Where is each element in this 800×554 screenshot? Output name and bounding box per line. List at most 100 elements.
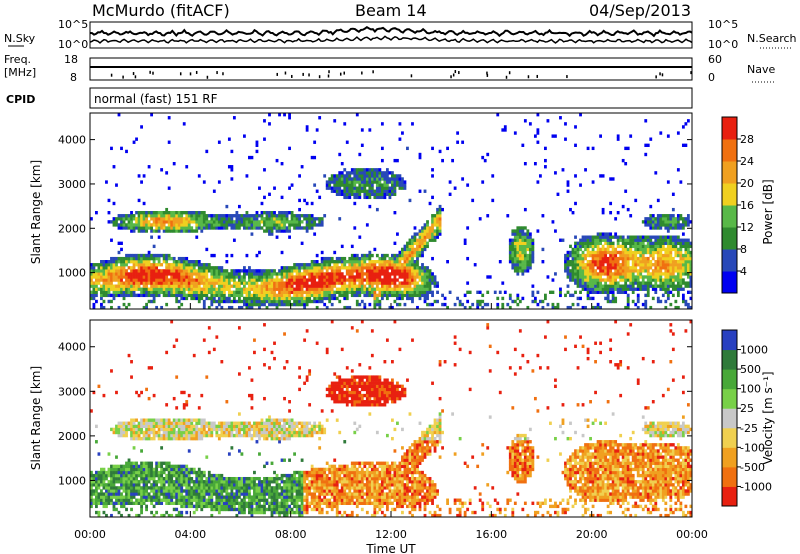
heatmap-cell (140, 461, 143, 465)
heatmap-cell (659, 266, 663, 270)
heatmap-cell (147, 424, 151, 429)
heatmap-cell (135, 489, 138, 493)
heatmap-cell (167, 495, 171, 499)
heatmap-cell (200, 229, 204, 233)
heatmap-cell (115, 256, 118, 261)
heatmap-cell (378, 302, 382, 307)
heatmap-cell (110, 260, 113, 264)
heatmap-cell (370, 284, 374, 288)
heatmap-cell (606, 250, 610, 255)
heatmap-cell (137, 272, 141, 276)
heatmap-cell (220, 296, 224, 301)
heatmap-cell (225, 204, 229, 209)
heatmap-cell (90, 501, 93, 505)
heatmap-cell (313, 278, 317, 282)
heatmap-cell (391, 272, 394, 276)
heatmap-cell (671, 284, 675, 288)
heatmap-cell (220, 299, 224, 304)
heatmap-cell (380, 158, 384, 163)
heatmap-cell (135, 220, 138, 224)
heatmap-cell (160, 284, 164, 288)
heatmap-cell (436, 207, 439, 212)
heatmap-cell (110, 483, 113, 487)
heatmap-cell (508, 238, 512, 242)
heatmap-cell (130, 287, 133, 291)
heatmap-cell (177, 498, 181, 502)
heatmap-cell (646, 272, 650, 276)
heatmap-cell (644, 293, 648, 298)
heatmap-cell (177, 430, 181, 435)
heatmap-cell (175, 406, 179, 410)
heatmap-cell (97, 513, 101, 518)
heatmap-cell (363, 186, 367, 190)
heatmap-cell (360, 269, 364, 273)
heatmap-cell (634, 250, 638, 255)
heatmap-cell (526, 235, 530, 239)
heatmap-cell (586, 250, 590, 255)
heatmap-cell (187, 275, 191, 279)
heatmap-cell (491, 174, 495, 178)
heatmap-cell (197, 483, 201, 487)
heatmap-cell (348, 256, 352, 261)
heatmap-cell (378, 290, 382, 294)
heatmap-cell (295, 287, 299, 291)
heatmap-cell (182, 489, 186, 493)
heatmap-cell (486, 290, 490, 294)
heatmap-cell (634, 256, 638, 261)
heatmap-cell (574, 266, 577, 270)
heatmap-cell (579, 253, 582, 258)
heatmap-cell (398, 180, 402, 184)
heatmap-cell (594, 278, 597, 282)
heatmap-cell (162, 256, 166, 261)
heatmap-cell (431, 290, 434, 294)
heatmap-cell (248, 302, 251, 307)
heatmap-cell (423, 238, 427, 242)
heatmap-cell (260, 290, 264, 294)
heatmap-cell (413, 284, 417, 288)
heatmap-cell (157, 235, 161, 239)
heatmap-cell (120, 217, 123, 221)
heatmap-cell (102, 260, 106, 264)
heatmap-cell (556, 302, 560, 307)
heatmap-cell (579, 296, 582, 301)
heatmap-cell (353, 171, 357, 175)
heatmap-cell (100, 476, 103, 481)
heatmap-cell (295, 296, 299, 301)
heatmap-cell (135, 293, 138, 298)
heatmap-cell (227, 214, 231, 218)
heatmap-cell (110, 263, 113, 267)
heatmap-cell (255, 217, 259, 221)
heatmap-cell (215, 266, 219, 270)
heatmap-cell (147, 256, 151, 261)
heatmap-cell (373, 174, 377, 178)
heatmap-cell (496, 113, 500, 117)
heatmap-cell (624, 278, 628, 282)
heatmap-cell (150, 113, 154, 117)
heatmap-cell (250, 275, 254, 279)
heatmap-cell (97, 384, 101, 389)
heatmap-cell (243, 296, 246, 301)
heatmap-cell (187, 489, 191, 493)
heatmap-cell (656, 244, 660, 249)
heatmap-cell (576, 256, 580, 261)
heatmap-cell (285, 272, 289, 276)
heatmap-cell (162, 281, 166, 285)
heatmap-cell (170, 217, 174, 221)
heatmap-cell (157, 424, 161, 429)
heatmap-cell (368, 183, 372, 187)
heatmap-cell (147, 253, 151, 258)
heatmap-cell (160, 278, 164, 282)
heatmap-cell (160, 290, 164, 294)
heatmap-cell (654, 263, 658, 267)
heatmap-cell (248, 214, 251, 218)
heatmap-cell (423, 275, 427, 279)
heatmap-cell (506, 214, 510, 218)
heatmap-cell (135, 137, 138, 141)
heatmap-cell (95, 211, 98, 215)
heatmap-cell (466, 256, 470, 261)
heatmap-cell (182, 433, 186, 438)
heatmap-cell (388, 305, 392, 310)
heatmap-cell (120, 256, 123, 261)
heatmap-cell (508, 247, 512, 252)
heatmap-cell (564, 256, 567, 261)
